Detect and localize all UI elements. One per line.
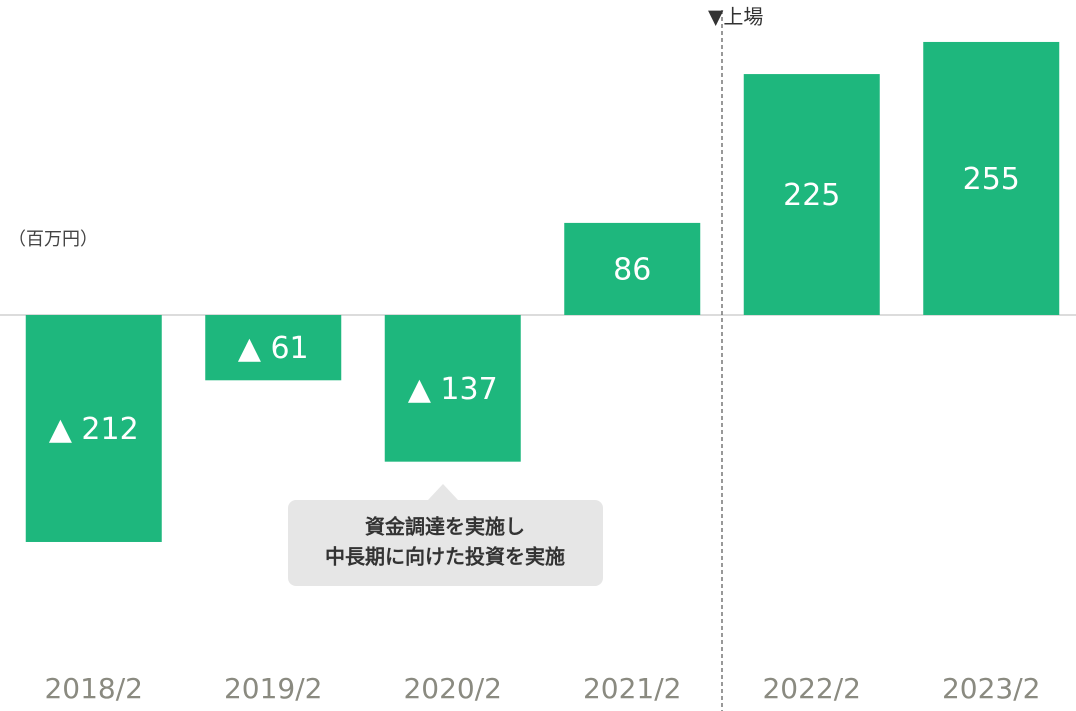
callout-box (288, 500, 603, 586)
x-tick-label: 2019/2 (224, 672, 323, 705)
bar (564, 222, 701, 315)
value-label: 86 (613, 252, 651, 287)
note-line: 中長期に向けた投資を実施 (325, 545, 565, 569)
bar (205, 314, 342, 381)
note-line: 資金調達を実施し (365, 515, 525, 539)
value-label: ▲ 212 (49, 412, 139, 447)
bar (384, 314, 521, 462)
callout-pointer (428, 484, 458, 500)
bar (923, 41, 1060, 315)
x-tick-label: 2021/2 (583, 672, 682, 705)
x-tick-label: 2018/2 (44, 672, 143, 705)
value-label: 255 (963, 162, 1020, 197)
unit-label: （百万円） (8, 229, 98, 250)
listing-label: ▼上場 (708, 5, 763, 29)
value-label: ▲ 61 (238, 331, 309, 366)
x-tick-label: 2022/2 (762, 672, 861, 705)
bar (743, 74, 880, 315)
x-tick-label: 2023/2 (942, 672, 1041, 705)
value-label: ▲ 137 (408, 372, 498, 407)
value-label: 225 (783, 178, 840, 213)
bar (25, 314, 162, 542)
note-callout: 資金調達を実施し 中長期に向けた投資を実施 (288, 484, 603, 586)
x-tick-label: 2020/2 (403, 672, 502, 705)
